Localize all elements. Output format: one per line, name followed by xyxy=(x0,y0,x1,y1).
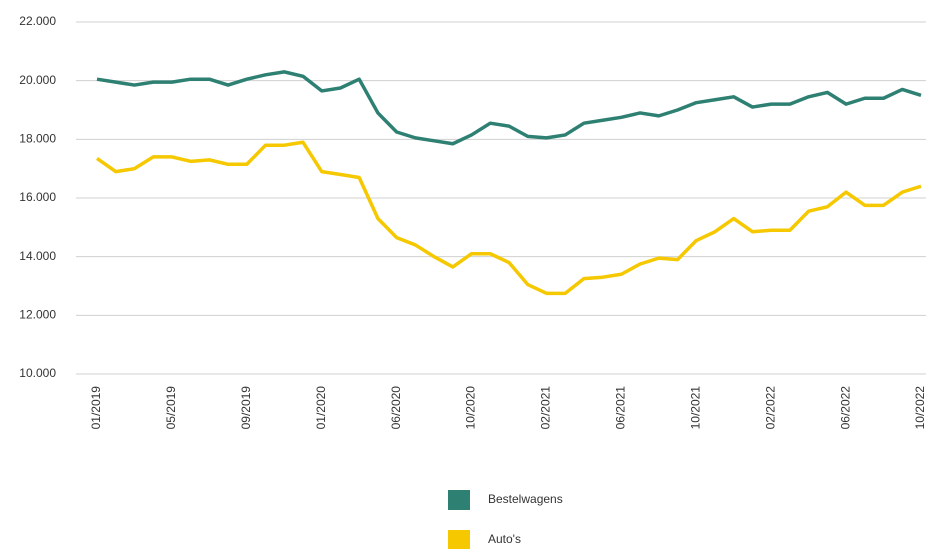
y-tick-label: 20.000 xyxy=(19,73,56,87)
y-tick-label: 18.000 xyxy=(19,132,56,146)
x-tick-label: 06/2021 xyxy=(614,386,628,430)
x-tick-label: 05/2019 xyxy=(164,386,178,430)
x-tick-label: 10/2022 xyxy=(913,386,927,430)
legend-swatch xyxy=(448,530,470,549)
x-tick-label: 01/2020 xyxy=(314,386,328,430)
x-tick-label: 06/2022 xyxy=(838,386,852,430)
x-tick-label: 01/2019 xyxy=(89,386,103,430)
x-tick-label: 10/2020 xyxy=(464,386,478,430)
legend-label: Auto's xyxy=(488,532,521,546)
x-tick-label: 10/2021 xyxy=(688,386,702,430)
x-tick-label: 09/2019 xyxy=(239,386,253,430)
line-series xyxy=(96,70,922,146)
y-tick-label: 14.000 xyxy=(19,249,56,263)
legend-label: Bestelwagens xyxy=(488,492,563,506)
line-series xyxy=(95,140,922,296)
y-tick-label: 12.000 xyxy=(19,308,56,322)
y-tick-label: 10.000 xyxy=(19,366,56,380)
x-tick-label: 02/2021 xyxy=(539,386,553,430)
x-tick-label: 02/2022 xyxy=(763,386,777,430)
x-tick-label: 06/2020 xyxy=(389,386,403,430)
y-tick-label: 22.000 xyxy=(19,14,56,28)
legend-swatch xyxy=(448,490,470,510)
y-tick-label: 16.000 xyxy=(19,190,56,204)
